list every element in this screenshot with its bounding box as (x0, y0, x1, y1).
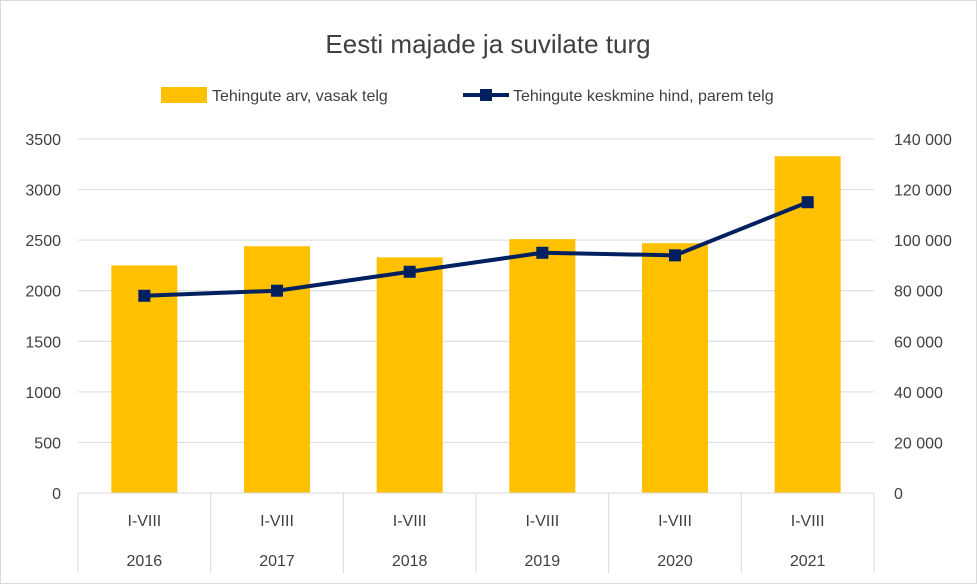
legend-label-line: Tehingute keskmine hind, parem telg (513, 88, 774, 105)
bar (376, 257, 443, 493)
right-tick-label: 60 000 (894, 334, 943, 351)
category-year-label: 2019 (525, 553, 561, 570)
category-year-label: 2017 (259, 553, 295, 570)
gridlines (78, 138, 874, 443)
chart-title: Eesti majade ja suvilate turg (325, 29, 650, 59)
left-tick-label: 3000 (25, 183, 61, 200)
category-period-label: I-VIII (127, 513, 161, 530)
category-period-label: I-VIII (791, 513, 825, 530)
legend-swatch-bars (161, 87, 207, 103)
bar (244, 246, 310, 493)
category-period-label: I-VIII (658, 513, 692, 530)
line-marker (271, 284, 283, 297)
left-axis-ticks: 0 500 1000 1500 2000 2500 3000 3500 (25, 132, 61, 503)
right-tick-label: 120 000 (894, 183, 952, 200)
left-tick-label: 500 (34, 435, 61, 452)
bar (509, 239, 576, 493)
category-period-label: I-VIII (393, 513, 427, 530)
bar (642, 243, 708, 493)
category-year-label: 2021 (790, 553, 826, 570)
left-tick-label: 2000 (25, 284, 61, 301)
line-marker (669, 249, 681, 262)
legend: Tehingute arv, vasak telg Tehingute kesk… (161, 87, 774, 105)
right-tick-label: 40 000 (894, 385, 943, 402)
legend-label-bars: Tehingute arv, vasak telg (212, 88, 388, 105)
line-series (138, 196, 814, 302)
line-marker (801, 196, 814, 209)
left-tick-label: 1000 (25, 385, 61, 402)
category-year-label: 2018 (392, 553, 428, 570)
right-axis-ticks: 0 20 000 40 000 60 000 80 000 100 000 120 000 1… (894, 132, 952, 503)
right-tick-label: 140 000 (894, 132, 952, 149)
category-year-label: 2016 (127, 553, 163, 570)
left-tick-label: 3500 (25, 132, 61, 149)
left-tick-label: 0 (52, 486, 61, 503)
right-tick-label: 20 000 (894, 435, 943, 452)
right-tick-label: 0 (894, 486, 903, 503)
legend-swatch-marker (480, 89, 492, 101)
left-tick-label: 2500 (25, 233, 61, 250)
category-year-label: 2020 (657, 553, 693, 570)
right-tick-label: 100 000 (894, 233, 952, 250)
series-line (144, 200, 809, 298)
line-marker (536, 246, 549, 259)
line-marker (403, 265, 416, 278)
bar-series (111, 156, 841, 494)
category-period-label: I-VIII (525, 513, 559, 530)
right-tick-label: 80 000 (894, 284, 943, 301)
line-marker (138, 289, 151, 302)
bar (111, 265, 178, 493)
category-axis: I-VIII 2016 I-VIII 2017 I-VIII 2018 I-VIII 2019… (77, 492, 875, 573)
category-period-label: I-VIII (260, 513, 294, 530)
left-tick-label: 1500 (25, 334, 61, 351)
